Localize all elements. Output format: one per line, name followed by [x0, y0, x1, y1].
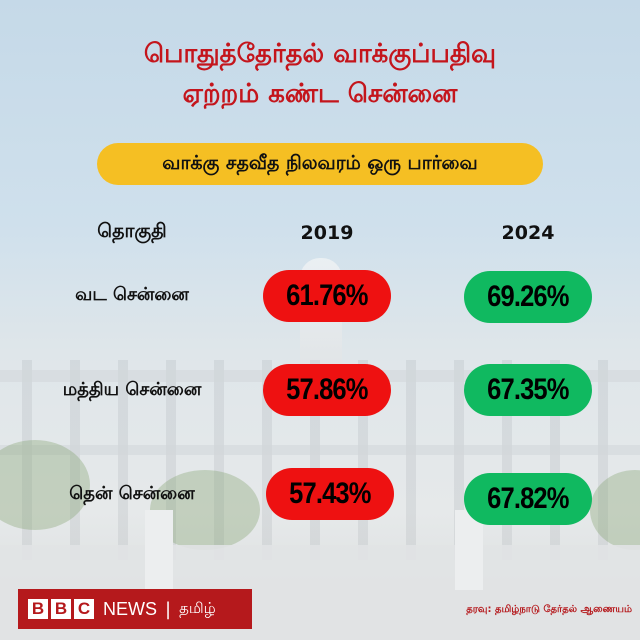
- value-2024-central-chennai: 67.35%: [464, 364, 592, 416]
- bbc-logo-letter: B: [28, 599, 48, 619]
- tree: [0, 440, 90, 530]
- value-2024-south-chennai: 67.82%: [464, 473, 592, 525]
- headline-line2: ஏற்றம் கண்ட சென்னை: [182, 79, 458, 109]
- column-header-constituency: தொகுதி: [97, 220, 167, 242]
- bbc-news-tamil-logo: B B C NEWS | தமிழ்: [18, 589, 252, 629]
- headline: பொதுத்தேர்தல் வாக்குப்பதிவு ஏற்றம் கண்ட …: [0, 34, 640, 114]
- logo-separator: |: [165, 598, 172, 620]
- bbc-news-label: NEWS: [103, 598, 157, 619]
- value-2019-north-chennai: 61.76%: [263, 270, 391, 322]
- subtitle-banner: வாக்கு சதவீத நிலவரம் ஒரு பார்வை: [97, 143, 543, 185]
- value-2024-north-chennai: 69.26%: [464, 271, 592, 323]
- headline-line1: பொதுத்தேர்தல் வாக்குப்பதிவு: [143, 39, 497, 69]
- row-label-south-chennai: தென் சென்னை: [69, 483, 195, 504]
- gate-pillar: [455, 510, 483, 590]
- row-label-north-chennai: வட சென்னை: [75, 284, 189, 305]
- column-header-2024: 2024: [501, 222, 555, 244]
- value-2019-south-chennai: 57.43%: [266, 468, 394, 520]
- building-cornice: [0, 445, 640, 455]
- gate-pillar: [145, 510, 173, 590]
- row-label-central-chennai: மத்திய சென்னை: [62, 379, 202, 400]
- data-source-credit: தரவு: தமிழ்நாடு தேர்தல் ஆணையம்: [466, 604, 632, 615]
- column-header-2019: 2019: [300, 222, 354, 244]
- bbc-logo-letter: C: [74, 599, 94, 619]
- bbc-logo-letter: B: [51, 599, 71, 619]
- bbc-language-label: தமிழ்: [179, 599, 216, 617]
- value-2019-central-chennai: 57.86%: [263, 364, 391, 416]
